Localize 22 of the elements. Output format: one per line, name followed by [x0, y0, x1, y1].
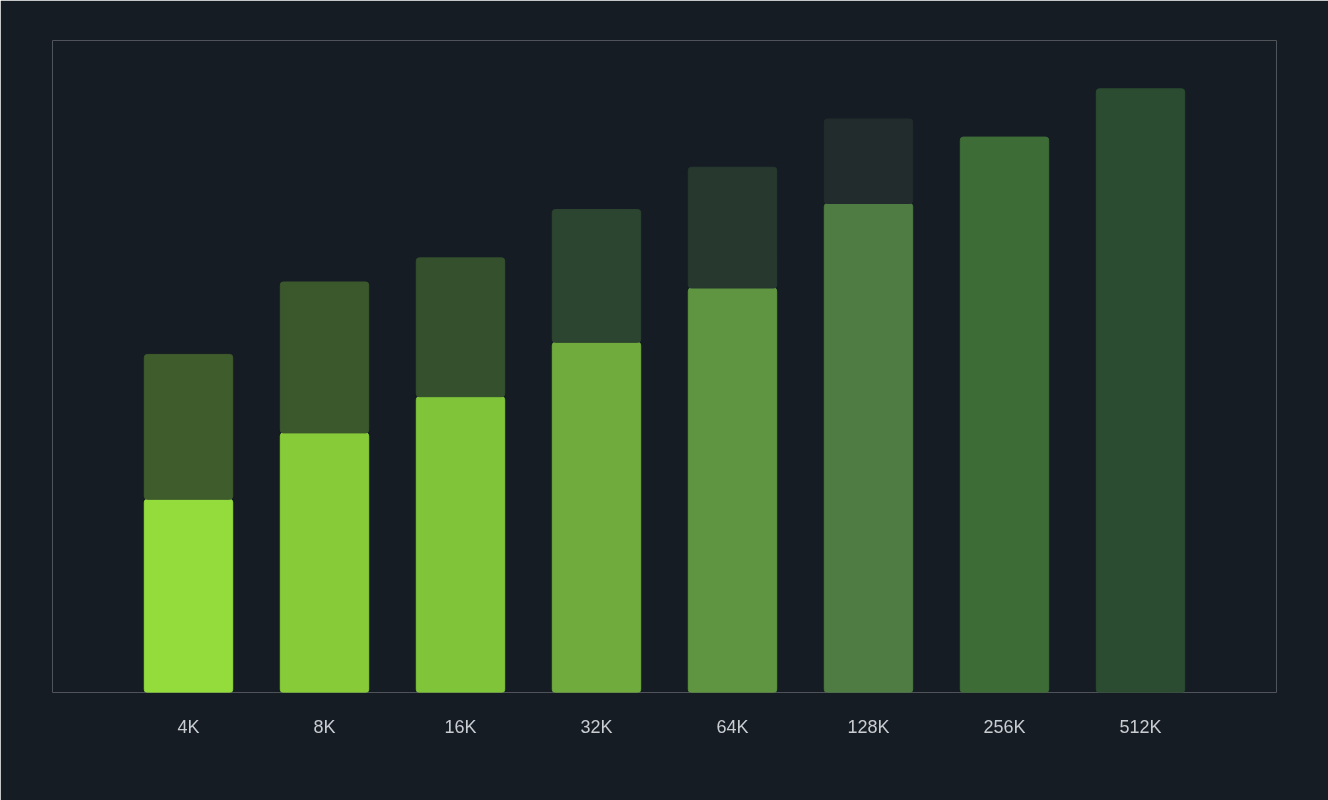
bar [1095, 88, 1186, 693]
bar [415, 396, 506, 693]
bar [279, 281, 370, 434]
bar [415, 257, 506, 398]
x-tick-label: 128K [847, 716, 890, 737]
bar [551, 209, 642, 343]
bar [687, 287, 778, 693]
bar [143, 353, 234, 500]
bar [823, 203, 914, 693]
bar [959, 136, 1050, 693]
x-tick-label: 8K [313, 716, 336, 737]
bar [687, 166, 778, 289]
x-tick-label: 16K [444, 716, 477, 737]
bar [823, 118, 914, 204]
bar [279, 432, 370, 693]
x-tick-label: 256K [983, 716, 1026, 737]
x-tick-label: 64K [716, 716, 749, 737]
bar [143, 498, 234, 693]
x-tick-label: 32K [580, 716, 613, 737]
bar [551, 341, 642, 693]
x-tick-label: 512K [1119, 716, 1162, 737]
x-tick-label: 4K [177, 716, 200, 737]
